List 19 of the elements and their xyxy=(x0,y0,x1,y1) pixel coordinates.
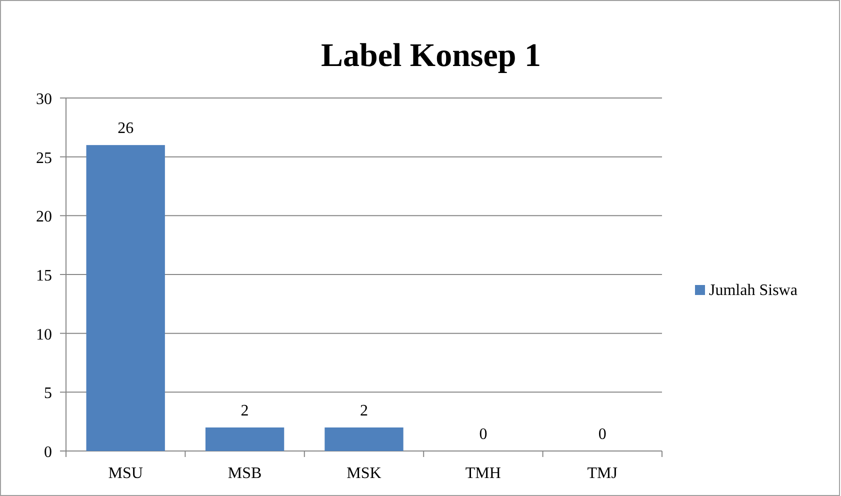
data-label: 0 xyxy=(598,426,606,443)
y-tick-label: 15 xyxy=(36,268,52,284)
y-tick-label: 30 xyxy=(36,91,52,108)
data-label: 0 xyxy=(479,426,488,443)
x-tick-label: TMJ xyxy=(587,465,618,482)
x-tick-label: TMH xyxy=(465,465,502,482)
y-tick-label: 25 xyxy=(36,150,52,167)
y-tick-label: 0 xyxy=(44,444,52,461)
data-label: 2 xyxy=(240,402,249,420)
x-tick-label: MSK xyxy=(346,465,382,482)
y-tick-label: 20 xyxy=(36,208,52,226)
chart-title: Label Konsep 1 xyxy=(320,38,542,74)
x-tick-label: MSU xyxy=(108,465,144,482)
y-tick-label: 5 xyxy=(44,385,52,402)
data-label: 2 xyxy=(360,402,368,420)
y-tick-label: 10 xyxy=(36,326,52,344)
x-tick-label: MSB xyxy=(228,465,262,482)
data-label: 26 xyxy=(118,120,134,138)
legend-label: Jumlah Siswa xyxy=(709,282,798,299)
